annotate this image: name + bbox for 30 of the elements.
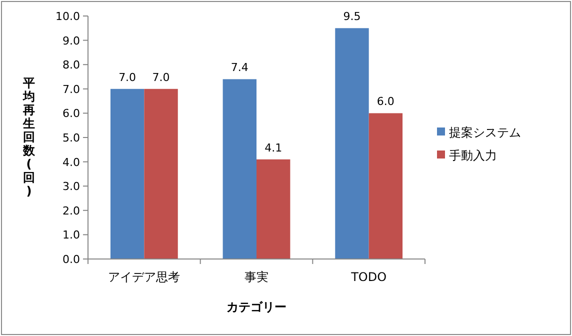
y-tick-label: 8.0 xyxy=(62,58,80,72)
y-tick-label: 7.0 xyxy=(62,82,80,96)
data-label: 4.1 xyxy=(264,141,282,154)
data-label: 6.0 xyxy=(376,95,394,108)
y-tick-label: 10.0 xyxy=(56,10,80,23)
x-tick-label: アイデア思考 xyxy=(108,270,180,284)
legend-label: 手動入力 xyxy=(449,148,497,162)
bar xyxy=(144,88,178,259)
y-tick-label: 6.0 xyxy=(62,107,80,120)
data-label: 7.4 xyxy=(230,61,248,74)
y-tick-label: 9.0 xyxy=(62,34,80,48)
data-label: 7.0 xyxy=(118,70,136,84)
y-tick-label: 4.0 xyxy=(62,156,80,169)
bar xyxy=(368,113,403,259)
x-tick-label: 事実 xyxy=(244,270,268,284)
bar xyxy=(222,79,256,259)
data-label: 7.0 xyxy=(152,70,170,84)
y-tick-label: 0.0 xyxy=(62,253,80,266)
y-tick-label: 1.0 xyxy=(62,228,80,242)
legend-label: 提案システム xyxy=(449,126,521,140)
y-tick-label: 3.0 xyxy=(62,180,80,194)
y-tick-label: 5.0 xyxy=(62,132,80,144)
bar xyxy=(335,28,369,259)
y-tick-label: 2.0 xyxy=(62,204,80,218)
bar xyxy=(110,88,144,259)
data-label: 9.5 xyxy=(343,10,361,24)
x-axis-title: カテゴリー xyxy=(226,300,286,314)
bar xyxy=(256,159,290,259)
text: 平均再生回数(回) xyxy=(23,76,35,198)
x-tick-label: TODO xyxy=(350,270,387,284)
